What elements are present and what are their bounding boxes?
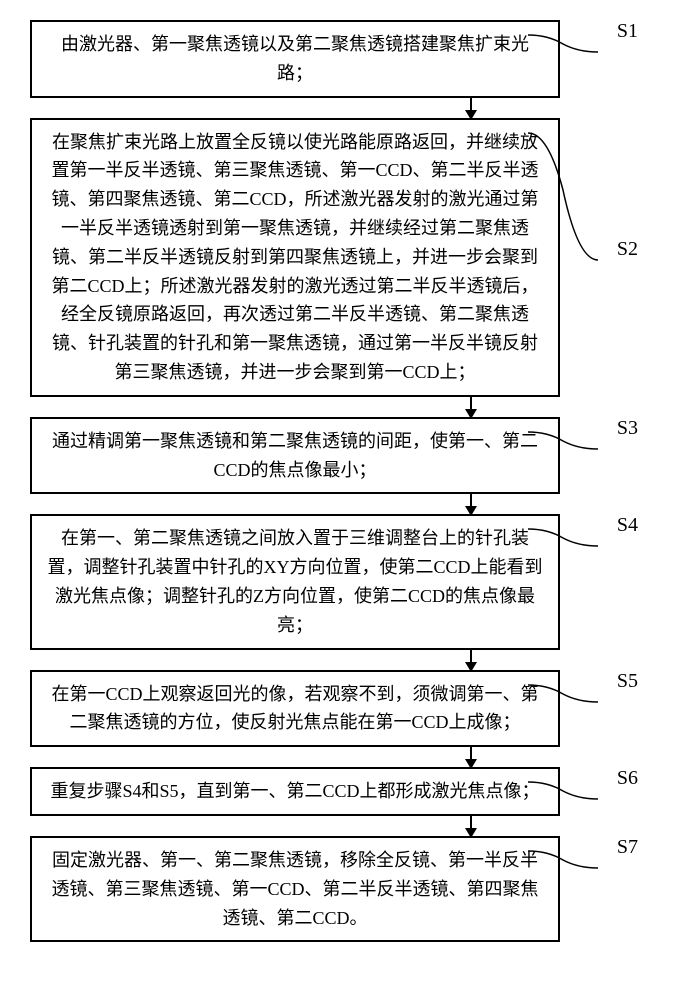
connector-5 [528, 682, 608, 707]
arrow-3 [470, 494, 472, 514]
step-text-3: 通过精调第一聚焦透镜和第二聚焦透镜的间距，使第一、第二CCD的焦点像最小； [52, 431, 538, 480]
step-row-2: 在聚焦扩束光路上放置全反镜以使光路能原路返回，并继续放置第一半反半透镜、第三聚焦… [30, 118, 648, 397]
step-row-5: 在第一CCD上观察返回光的像，若观察不到，须微调第一、第二聚焦透镜的方位，使反射… [30, 670, 648, 748]
step-text-4: 在第一、第二聚焦透镜之间放入置于三维调整台上的针孔装置，调整针孔装置中针孔的XY… [47, 528, 542, 634]
step-text-5: 在第一CCD上观察返回光的像，若观察不到，须微调第一、第二聚焦透镜的方位，使反射… [51, 684, 538, 733]
step-label-5: S5 [617, 670, 638, 693]
step-box-1: 由激光器、第一聚焦透镜以及第二聚焦透镜搭建聚焦扩束光路； [30, 20, 560, 98]
arrow-4 [470, 650, 472, 670]
step-box-3: 通过精调第一聚焦透镜和第二聚焦透镜的间距，使第一、第二CCD的焦点像最小； [30, 417, 560, 495]
step-label-6: S6 [617, 767, 638, 790]
step-row-7: 固定激光器、第一、第二聚焦透镜，移除全反镜、第一半反半透镜、第三聚焦透镜、第一C… [30, 836, 648, 942]
arrow-2 [470, 397, 472, 417]
arrow-5 [470, 747, 472, 767]
step-label-7: S7 [617, 836, 638, 859]
arrow-6 [470, 816, 472, 836]
connector-1 [528, 32, 608, 57]
step-box-7: 固定激光器、第一、第二聚焦透镜，移除全反镜、第一半反半透镜、第三聚焦透镜、第一C… [30, 836, 560, 942]
step-row-1: 由激光器、第一聚焦透镜以及第二聚焦透镜搭建聚焦扩束光路； S1 [30, 20, 648, 98]
step-label-1: S1 [617, 20, 638, 43]
step-row-4: 在第一、第二聚焦透镜之间放入置于三维调整台上的针孔装置，调整针孔装置中针孔的XY… [30, 514, 648, 649]
step-row-6: 重复步骤S4和S5，直到第一、第二CCD上都形成激光焦点像； S6 [30, 767, 648, 816]
connector-6 [528, 779, 608, 804]
step-box-6: 重复步骤S4和S5，直到第一、第二CCD上都形成激光焦点像； [30, 767, 560, 816]
arrow-1 [470, 98, 472, 118]
step-text-6: 重复步骤S4和S5，直到第一、第二CCD上都形成激光焦点像； [50, 781, 539, 801]
connector-2 [528, 130, 608, 270]
step-text-1: 由激光器、第一聚焦透镜以及第二聚焦透镜搭建聚焦扩束光路； [61, 34, 529, 83]
step-text-2: 在聚焦扩束光路上放置全反镜以使光路能原路返回，并继续放置第一半反半透镜、第三聚焦… [51, 132, 538, 382]
flowchart-container: 由激光器、第一聚焦透镜以及第二聚焦透镜搭建聚焦扩束光路； S1 在聚焦扩束光路上… [30, 20, 648, 942]
step-box-4: 在第一、第二聚焦透镜之间放入置于三维调整台上的针孔装置，调整针孔装置中针孔的XY… [30, 514, 560, 649]
connector-7 [528, 848, 608, 873]
step-text-7: 固定激光器、第一、第二聚焦透镜，移除全反镜、第一半反半透镜、第三聚焦透镜、第一C… [51, 850, 538, 928]
step-label-2: S2 [617, 238, 638, 261]
step-label-4: S4 [617, 514, 638, 537]
step-box-2: 在聚焦扩束光路上放置全反镜以使光路能原路返回，并继续放置第一半反半透镜、第三聚焦… [30, 118, 560, 397]
connector-4 [528, 526, 608, 551]
step-label-3: S3 [617, 417, 638, 440]
connector-3 [528, 429, 608, 454]
step-row-3: 通过精调第一聚焦透镜和第二聚焦透镜的间距，使第一、第二CCD的焦点像最小； S3 [30, 417, 648, 495]
step-box-5: 在第一CCD上观察返回光的像，若观察不到，须微调第一、第二聚焦透镜的方位，使反射… [30, 670, 560, 748]
